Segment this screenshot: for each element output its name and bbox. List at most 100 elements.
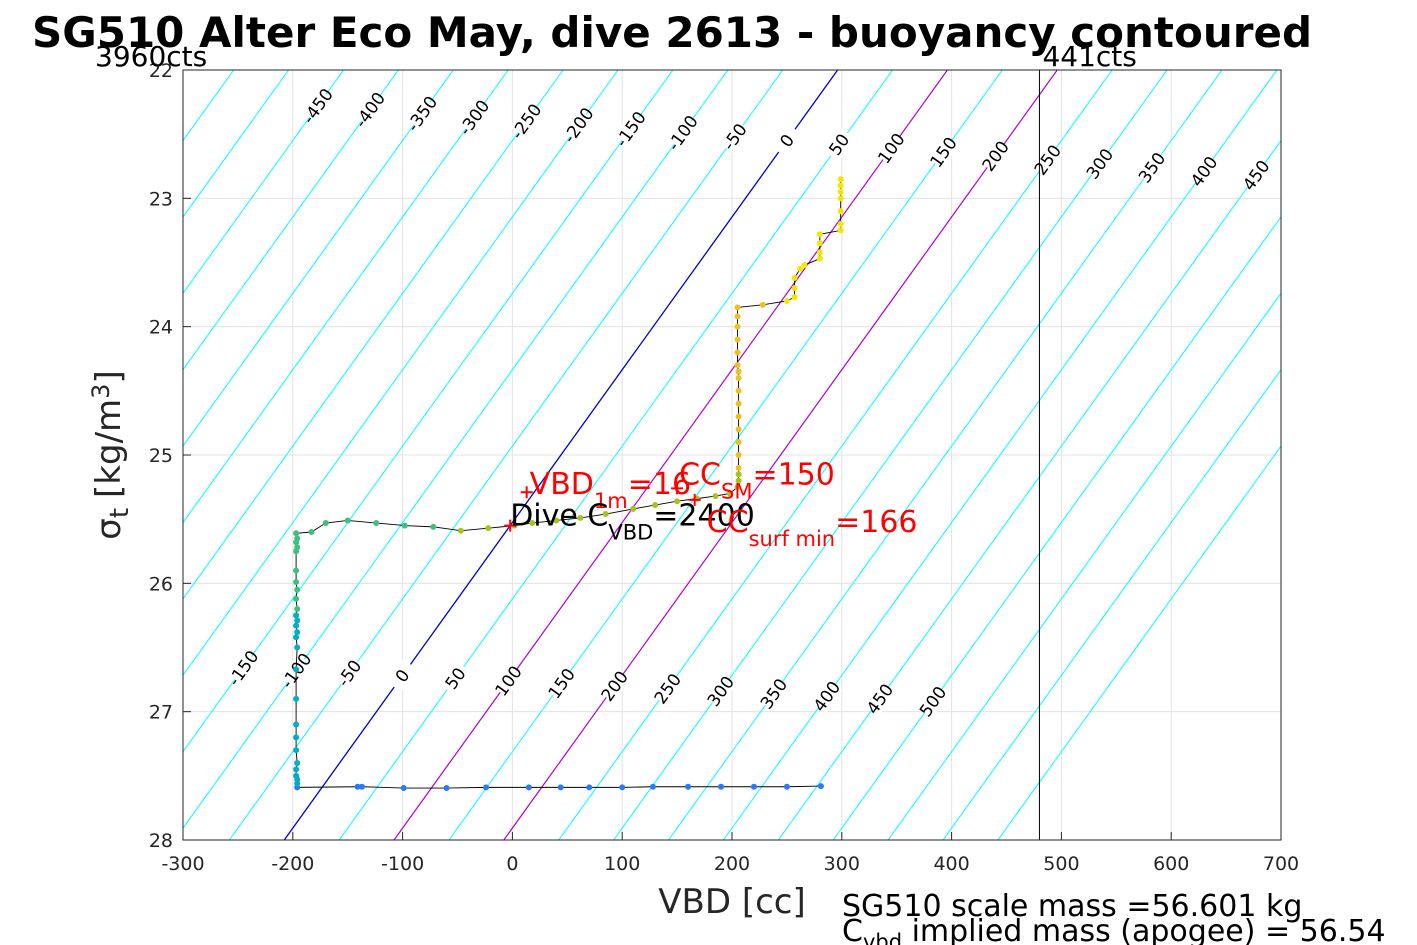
profile-point	[685, 783, 692, 790]
profile-point	[294, 544, 301, 551]
contour-label-bg	[458, 100, 490, 135]
x-tick-label: 500	[1043, 853, 1079, 875]
profile-point	[783, 298, 790, 304]
profile-point	[837, 227, 844, 234]
y-axis-label-sup: 3	[87, 384, 115, 399]
profile-point	[293, 766, 300, 773]
profile-point	[457, 527, 464, 534]
profile-point	[443, 785, 450, 792]
profile-point	[718, 783, 725, 790]
profile-point	[735, 452, 742, 458]
contour-label-bg	[758, 677, 790, 711]
profile-point	[735, 400, 742, 407]
profile-point	[294, 586, 301, 593]
contour-label-bg	[354, 93, 386, 127]
contour-line	[613, 70, 1168, 840]
contour-label-bg	[545, 666, 577, 701]
profile-point	[837, 188, 844, 195]
contour-line	[183, 70, 399, 371]
x-tick-label: 300	[824, 853, 860, 875]
footer-line2-main: C	[842, 914, 863, 945]
y-axis-label: σt [kg/m3]	[87, 370, 135, 539]
profile-point	[294, 535, 301, 542]
contour-label-bg	[1136, 150, 1168, 185]
profile-point	[817, 783, 824, 790]
profile-point	[358, 783, 365, 790]
contour-line	[558, 70, 1113, 840]
marker-plus	[688, 493, 701, 506]
contour-line	[183, 70, 619, 677]
profile-point	[837, 195, 844, 202]
profile-point	[734, 484, 741, 491]
contour-line	[183, 70, 290, 218]
contour-label-bg	[227, 651, 259, 685]
y-tick-label: 23	[149, 188, 173, 210]
x-tick-label: 600	[1153, 853, 1189, 875]
contour-line	[448, 70, 1003, 840]
footer-line2-sub: vbd	[863, 930, 902, 945]
x-tick-label: -100	[381, 853, 424, 875]
contour-line	[338, 70, 893, 840]
contour-line	[283, 70, 839, 840]
contour-line	[997, 445, 1281, 840]
profile-point	[586, 784, 593, 791]
profile-point	[430, 523, 437, 530]
y-axis-label-sigma: σ	[89, 518, 129, 540]
profile-point	[837, 176, 844, 183]
contour-line	[503, 70, 1058, 840]
profile-point	[712, 493, 719, 500]
profile-point	[293, 666, 300, 673]
profile-point	[734, 323, 741, 330]
contour-label-bg	[439, 661, 471, 695]
contour-line	[777, 139, 1281, 840]
contour-label-bg	[917, 684, 949, 719]
profile-point	[674, 498, 681, 505]
grid	[182, 69, 1282, 841]
profile-point	[734, 336, 741, 343]
profile-point	[816, 249, 823, 256]
profile-point	[293, 530, 300, 537]
profile-point	[801, 262, 808, 269]
profile-point	[294, 644, 301, 651]
contour-label-bg	[771, 123, 803, 158]
profile-point	[293, 579, 300, 586]
contour-label-bg	[1188, 154, 1220, 189]
annotation-ccsurf: CCsurf min=166	[707, 505, 918, 551]
contour-label-bg	[875, 131, 907, 165]
count-label-right: 441cts	[1042, 40, 1136, 73]
profile-point	[322, 520, 329, 527]
contour-label-bg	[705, 674, 737, 708]
contour-line	[942, 368, 1281, 840]
contour-label-bg	[652, 671, 684, 706]
profile-point	[735, 368, 742, 375]
x-tick-label: -300	[161, 853, 204, 875]
x-tick-label: 100	[604, 853, 640, 875]
annotation-value: =2400	[653, 499, 754, 534]
contour-line	[393, 70, 948, 840]
axis-ticks: -300 -200 -100 0 100 200 300 400 500 600 700 22 23 24…	[149, 60, 1299, 875]
contour-line	[183, 70, 729, 829]
chart-title: SG510 Alter Eco May, dive 2613 - buoyanc…	[32, 8, 1312, 57]
y-tick-label: 27	[149, 702, 173, 724]
contour-line	[183, 70, 564, 600]
contour-label-bg	[333, 656, 365, 690]
contour-label-bg	[823, 127, 855, 162]
contour-label-bg	[864, 682, 896, 716]
contour-label-bg	[667, 116, 699, 150]
contour-line	[668, 70, 1223, 840]
contour-label-bg	[1240, 158, 1272, 192]
annotation-value: =16	[628, 467, 691, 502]
footer-line1: SG510 scale mass =56.601 kg	[842, 889, 1302, 924]
profile-point	[734, 313, 741, 320]
contour-label-bg	[599, 669, 630, 703]
contour-label-bg	[811, 679, 843, 713]
y-axis-label-close: ]	[89, 370, 129, 383]
profile-point	[735, 464, 742, 471]
annotation-divec: Dive CVBD=2400	[510, 499, 755, 545]
annotation-sub: 1m	[594, 489, 628, 513]
x-tick-label: -200	[271, 853, 314, 875]
footer-line2-rest: implied mass (apogee) = 56.54	[902, 914, 1386, 945]
profile-point	[344, 517, 351, 524]
count-label-left: 3960cts	[95, 40, 207, 73]
profile-point	[577, 514, 584, 521]
